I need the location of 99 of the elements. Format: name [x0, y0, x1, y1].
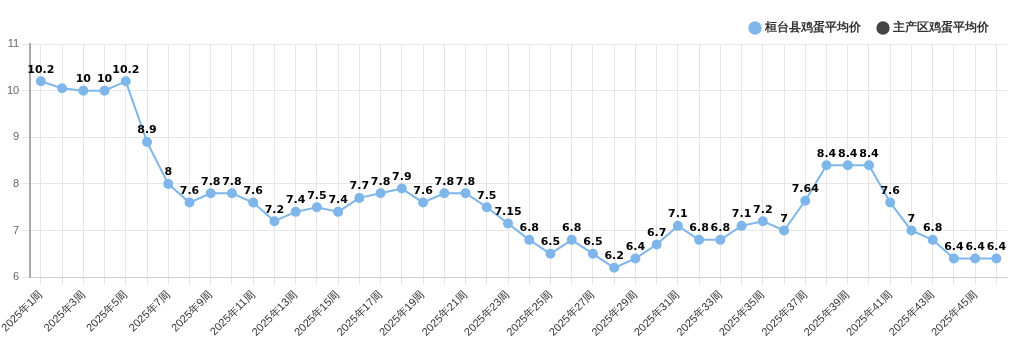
point [970, 253, 981, 264]
point [205, 188, 216, 199]
data-label: 7 [907, 211, 916, 225]
point [609, 262, 620, 273]
point [842, 160, 853, 171]
point [248, 197, 259, 208]
point [57, 83, 68, 94]
point [142, 136, 153, 147]
data-label: 7.2 [753, 202, 773, 216]
point [779, 225, 790, 236]
data-label: 7.8 [200, 174, 221, 188]
point [269, 216, 280, 227]
data-label: 6.4 [986, 239, 1007, 253]
point [863, 160, 874, 171]
data-label: 6.8 [689, 221, 709, 235]
point [184, 197, 195, 208]
point [460, 188, 471, 199]
point [651, 239, 662, 250]
point [311, 202, 322, 213]
data-label: 7.8 [370, 174, 391, 188]
data-label: 10 [96, 71, 113, 85]
point [587, 248, 598, 259]
data-label: 8.4 [859, 146, 880, 160]
data-label: 6.5 [583, 235, 603, 249]
point [120, 76, 131, 87]
data-label: 6.8 [922, 221, 943, 235]
data-label: 8 [164, 165, 173, 179]
data-label: 10.2 [112, 62, 140, 76]
data-label: 7.6 [880, 183, 901, 197]
data-label: 8.4 [837, 146, 858, 160]
point [757, 216, 768, 227]
point [566, 234, 577, 245]
point [396, 183, 407, 194]
data-label: 6.4 [625, 239, 646, 253]
y-tick-label: 6 [13, 270, 20, 283]
data-label: 7.1 [668, 207, 688, 221]
y-tick-label: 8 [13, 176, 20, 189]
data-label: 6.4 [944, 239, 964, 253]
data-label: 7.2 [264, 202, 285, 216]
data-label: 7.5 [477, 188, 497, 202]
data-label: 7.9 [392, 169, 412, 183]
data-label: 6.8 [710, 221, 731, 235]
data-label: 7.15 [494, 204, 522, 218]
data-label: 7.8 [455, 174, 476, 188]
point [163, 178, 174, 189]
data-label: 7.6 [243, 183, 264, 197]
point [503, 218, 513, 229]
legend-label: 桓台县鸡蛋平均价 [764, 20, 862, 35]
point [418, 197, 429, 208]
y-tick-label: 10 [6, 83, 20, 96]
data-label: 6.5 [540, 235, 561, 249]
point [906, 225, 917, 236]
point [524, 234, 535, 245]
data-label: 7.6 [179, 183, 200, 197]
data-label: 10.2 [27, 62, 55, 76]
data-label: 6.4 [965, 239, 986, 253]
point [736, 220, 747, 231]
point [35, 76, 46, 87]
point [948, 253, 959, 264]
data-label: 6.2 [604, 249, 624, 263]
point [694, 234, 705, 245]
data-label: 6.7 [646, 225, 667, 239]
data-label: 10 [75, 71, 92, 85]
point [927, 234, 938, 245]
point [715, 234, 726, 245]
point [630, 253, 641, 264]
point [885, 197, 896, 208]
data-label: 7.7 [349, 179, 370, 193]
data-label: 7.6 [413, 183, 434, 197]
point [333, 206, 344, 217]
data-label: 7.4 [285, 193, 306, 207]
data-label: 7.4 [328, 193, 349, 207]
point [290, 206, 301, 217]
point [78, 85, 89, 96]
point [800, 195, 811, 206]
data-label: 7 [780, 211, 788, 225]
legend-label: 主产区鸡蛋平均价 [892, 20, 990, 35]
point [226, 188, 237, 199]
data-label: 6.8 [519, 221, 539, 235]
data-label: 7.64 [791, 182, 820, 196]
point [821, 160, 832, 171]
point [481, 202, 492, 213]
point [672, 220, 683, 231]
data-label: 6.8 [561, 221, 582, 235]
point [99, 85, 110, 96]
data-label: 8.4 [816, 146, 837, 160]
data-label: 7.5 [307, 188, 327, 202]
data-label: 7.8 [222, 174, 242, 188]
point [375, 188, 386, 199]
y-tick-label: 7 [13, 223, 20, 236]
point [545, 248, 556, 259]
y-tick-label: 9 [13, 130, 20, 143]
point [439, 188, 450, 199]
data-label: 7.8 [434, 174, 455, 188]
point [991, 253, 1002, 264]
data-label: 8.9 [137, 123, 157, 137]
y-tick-label: 11 [7, 37, 20, 50]
point [354, 192, 365, 203]
data-label: 7.1 [731, 207, 752, 221]
